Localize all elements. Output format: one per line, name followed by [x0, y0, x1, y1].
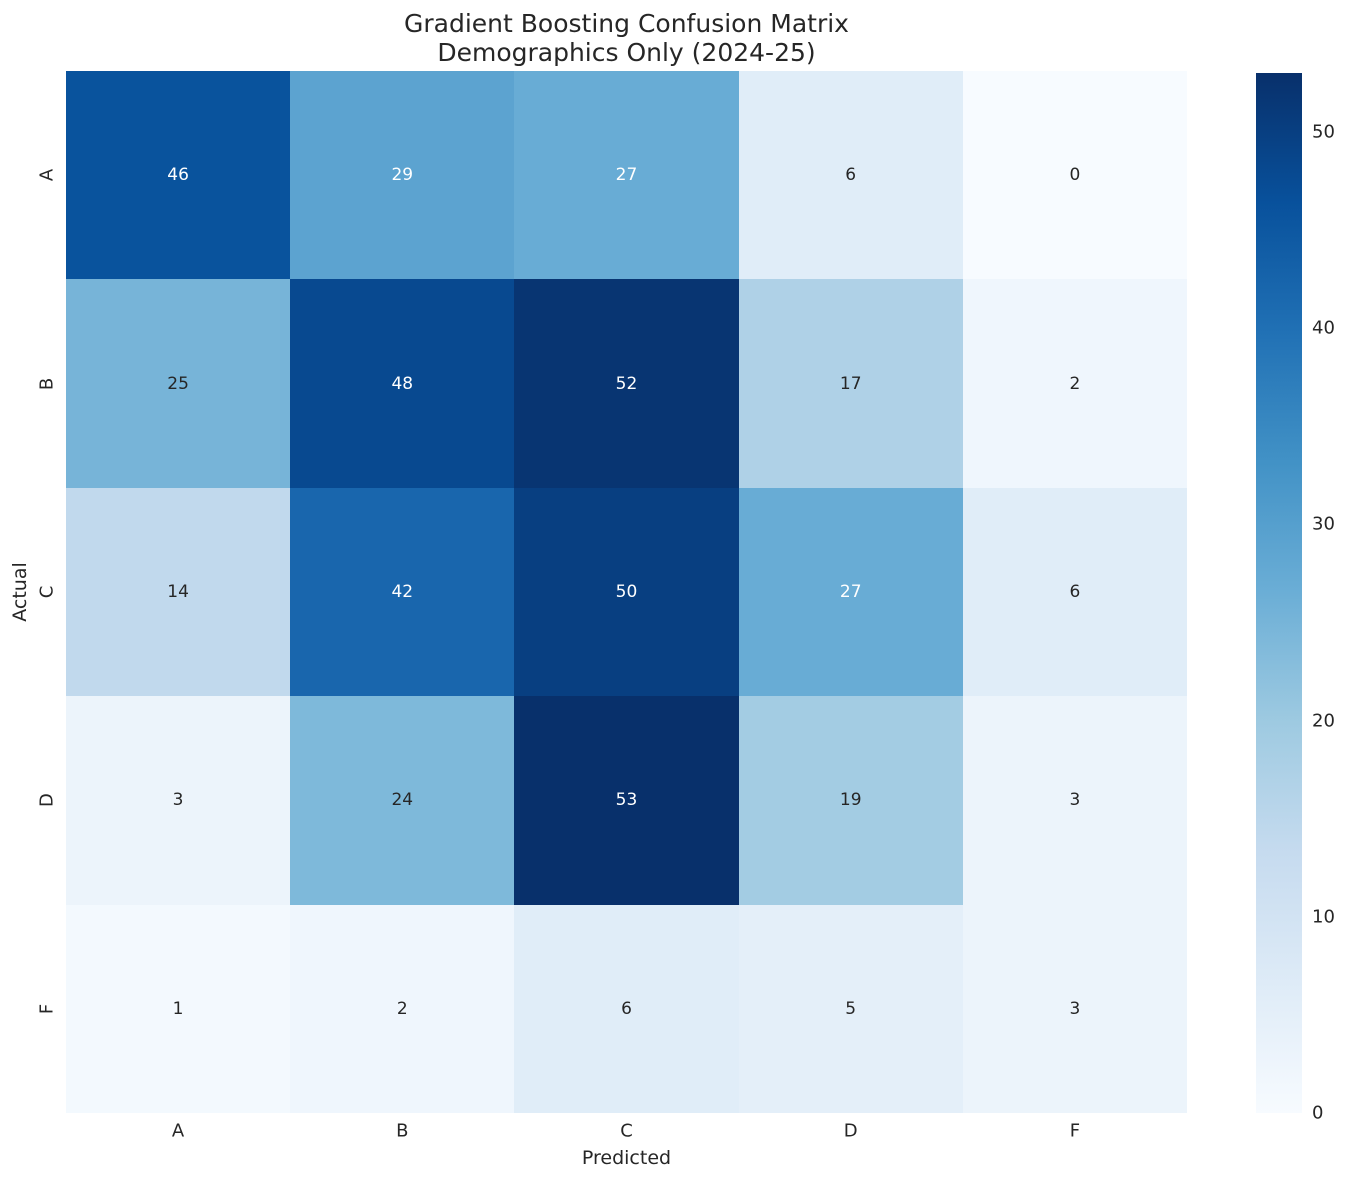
heatmap-grid: 46 29 27 6 0 25 48 52 17 2 14 42 50 27 6 3 24 53 19 3 1 2 6 5 3 — [66, 71, 1187, 1113]
x-tick-D: D — [843, 1120, 858, 1142]
colorbar-tick-40: 40 — [1312, 317, 1335, 339]
colorbar-tick-50: 50 — [1312, 121, 1335, 143]
heatmap-cell-A-C: 27 — [514, 71, 739, 280]
heatmap-cell-A-F: 0 — [962, 71, 1187, 280]
heatmap-cell-D-F: 3 — [962, 696, 1187, 905]
heatmap-cell-C-B: 42 — [290, 487, 515, 697]
chart-title: Gradient Boosting Confusion Matrix Demog… — [66, 9, 1187, 67]
heatmap-cell-F-A: 1 — [66, 904, 291, 1113]
heatmap-cell-F-F: 3 — [962, 904, 1187, 1113]
chart-title-line2: Demographics Only (2024-25) — [437, 38, 816, 67]
x-tick-B: B — [396, 1120, 409, 1142]
heatmap-cell-D-B: 24 — [290, 696, 515, 905]
heatmap-cell-F-C: 6 — [514, 904, 739, 1113]
colorbar-tick-0: 0 — [1312, 1102, 1324, 1124]
heatmap-cell-B-D: 17 — [738, 279, 963, 488]
y-axis-label: Actual — [9, 562, 31, 622]
colorbar-tick-10: 10 — [1312, 906, 1335, 928]
y-tick-F: F — [36, 1003, 58, 1014]
heatmap-cell-D-A: 3 — [66, 696, 291, 905]
heatmap-cell-C-A: 14 — [66, 487, 291, 697]
y-tick-A: A — [36, 169, 58, 182]
heatmap-cell-F-B: 2 — [290, 904, 515, 1113]
heatmap-cell-C-F: 6 — [962, 487, 1187, 697]
chart-title-line1: Gradient Boosting Confusion Matrix — [404, 9, 849, 38]
colorbar-tick-30: 30 — [1312, 513, 1335, 535]
y-tick-D: D — [36, 793, 58, 808]
x-tick-F: F — [1069, 1120, 1081, 1142]
x-tick-A: A — [171, 1120, 185, 1142]
heatmap-cell-B-B: 48 — [290, 279, 515, 488]
heatmap-cell-A-B: 29 — [290, 71, 515, 280]
heatmap-cell-C-C: 50 — [514, 487, 739, 697]
colorbar — [1256, 73, 1302, 1113]
y-tick-C: C — [36, 585, 58, 599]
heatmap-cell-F-D: 5 — [738, 904, 963, 1113]
x-tick-C: C — [620, 1120, 633, 1142]
heatmap-cell-D-D: 19 — [738, 696, 963, 905]
heatmap-cell-D-C: 53 — [514, 696, 739, 905]
heatmap-cell-B-F: 2 — [962, 279, 1187, 488]
x-axis-label: Predicted — [581, 1147, 672, 1169]
heatmap-cell-B-A: 25 — [66, 279, 291, 488]
heatmap-cell-A-A: 46 — [66, 71, 291, 280]
colorbar-tick-20: 20 — [1312, 710, 1335, 732]
heatmap-cell-A-D: 6 — [738, 71, 963, 280]
heatmap-cell-B-C: 52 — [514, 279, 739, 488]
y-tick-B: B — [36, 377, 58, 390]
heatmap-cell-C-D: 27 — [738, 487, 963, 697]
